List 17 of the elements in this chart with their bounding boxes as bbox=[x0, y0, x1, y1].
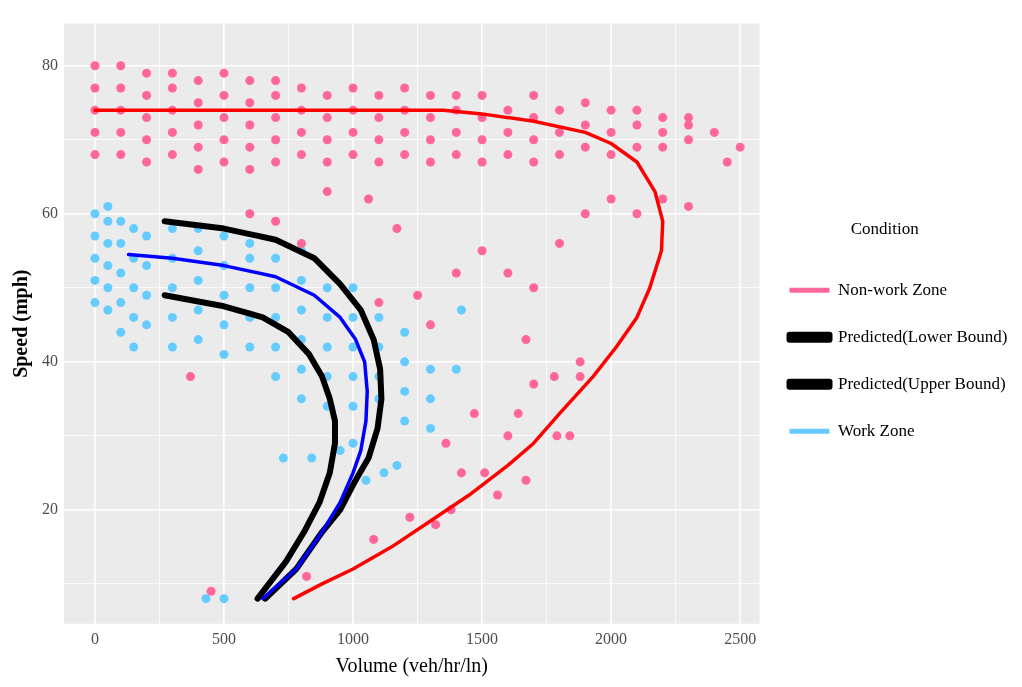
x-tick-label: 500 bbox=[212, 629, 236, 647]
y-tick-label: 60 bbox=[42, 204, 58, 221]
y-tick-label: 20 bbox=[42, 500, 58, 518]
legend-label: Work Zone bbox=[838, 420, 915, 440]
x-tick-label: 2500 bbox=[724, 629, 757, 647]
x-tick-label: 1000 bbox=[337, 629, 370, 647]
legend-title: Condition bbox=[850, 219, 920, 239]
x-tick-label: 2000 bbox=[595, 629, 628, 647]
legend-label: Predicted(Upper Bound) bbox=[838, 373, 1006, 393]
legend-label: Predicted(Lower Bound) bbox=[838, 326, 1008, 346]
legend-label: Non-work Zone bbox=[838, 279, 948, 299]
y-tick-label: 80 bbox=[42, 55, 58, 73]
x-axis-title: Volume (veh/hr/ln) bbox=[335, 654, 488, 678]
x-tick-label: 0 bbox=[90, 629, 99, 647]
x-tick-label: 1500 bbox=[466, 629, 499, 647]
y-axis-title: Speed (mph) bbox=[9, 269, 33, 378]
y-tick-label: 40 bbox=[42, 352, 58, 370]
